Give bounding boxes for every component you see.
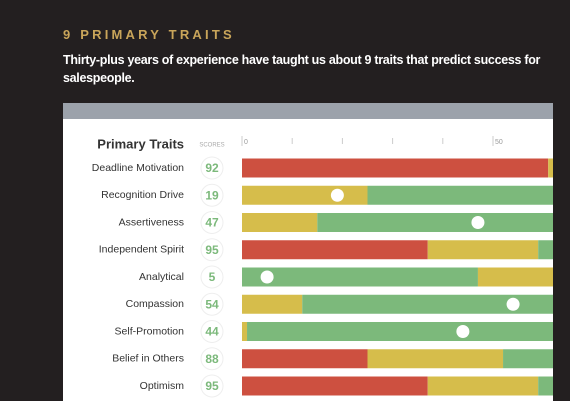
score-marker (506, 297, 520, 311)
plot: 0 50 (241, 136, 553, 396)
range-segment (503, 349, 553, 369)
score-value: 19 (205, 188, 219, 202)
score-header: SCORES (199, 143, 224, 149)
range-segment (367, 185, 553, 205)
score-value: 54 (205, 297, 219, 311)
score-badge (200, 374, 224, 398)
range-segment (302, 294, 553, 314)
x-tick-label: 50 (495, 139, 503, 146)
score-badge (200, 156, 224, 180)
score-badge (200, 183, 224, 207)
score-badge (200, 265, 224, 289)
trait-label: Recognition Drive (101, 189, 184, 201)
range-segment (242, 240, 428, 260)
range-segment (427, 240, 539, 260)
score-marker (330, 188, 344, 202)
range-segment (242, 376, 428, 396)
range-segment (538, 376, 553, 396)
trait-label: Independent Spirit (99, 244, 184, 256)
score-badge (200, 292, 224, 316)
score-badge (200, 320, 224, 343)
score-value: 47 (205, 216, 219, 230)
score-value: 92 (205, 161, 219, 175)
range-segment (367, 349, 504, 369)
score-value: 88 (205, 352, 219, 366)
range-segment (242, 213, 318, 232)
range-segment (317, 213, 553, 232)
score-marker (456, 325, 470, 338)
trait-label: Optimism (140, 380, 185, 392)
score-marker (471, 216, 485, 229)
card-header (63, 103, 553, 119)
trait-label: Assertiveness (119, 216, 184, 228)
x-tick-label: 0 (244, 139, 248, 146)
score-value: 5 (209, 270, 216, 284)
range-segment (427, 376, 539, 396)
chart-title: Primary Traits (97, 136, 184, 151)
score-value: 95 (205, 243, 219, 257)
range-segment (247, 322, 553, 341)
score-value: 44 (205, 325, 219, 339)
trait-label: Compassion (126, 298, 185, 310)
score-marker (260, 270, 274, 284)
range-segment (538, 240, 553, 260)
trait-label: Analytical (139, 271, 184, 283)
range-segment (548, 158, 553, 178)
range-segment (242, 158, 549, 178)
section-subtitle: Thirty-plus years of experience have tau… (63, 53, 541, 85)
range-segment (477, 267, 553, 287)
trait-label: Belief in Others (112, 353, 184, 365)
range-segment (242, 349, 368, 369)
section-title: 9 PRIMARY TRAITS (63, 27, 235, 42)
score-badge (200, 238, 224, 262)
trait-label: Deadline Motivation (92, 162, 184, 174)
range-segment (242, 185, 368, 205)
score-badge (200, 347, 224, 371)
trait-label: Self-Promotion (115, 325, 185, 337)
score-value: 95 (205, 379, 219, 393)
range-segment (242, 322, 248, 341)
range-segment (242, 267, 478, 287)
range-segment (242, 294, 303, 314)
score-badge (200, 211, 224, 234)
